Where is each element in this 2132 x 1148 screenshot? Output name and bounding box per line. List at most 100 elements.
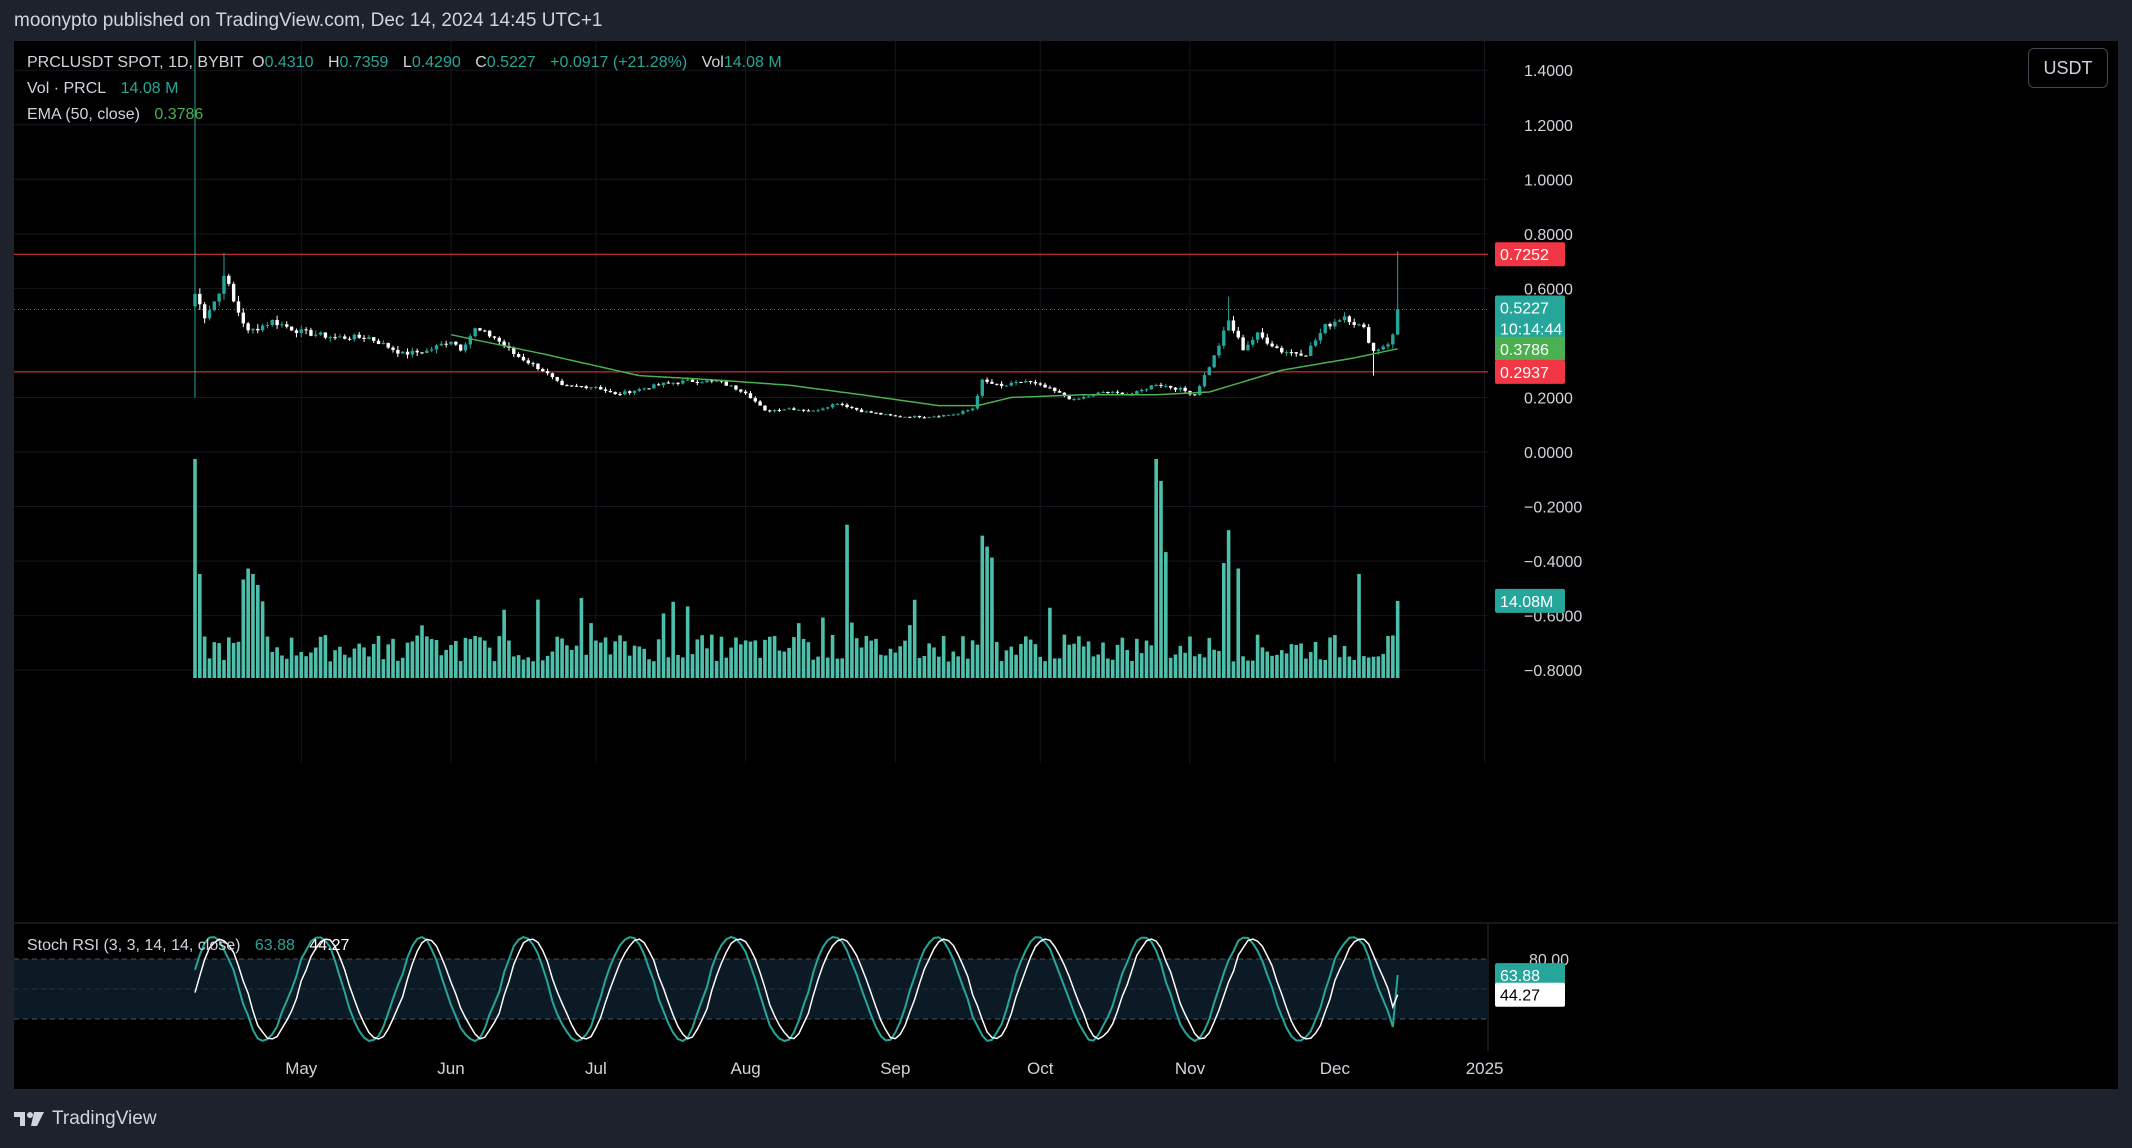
volume-group <box>193 459 1400 678</box>
candle-body <box>883 414 888 416</box>
candle-body <box>864 411 869 413</box>
volume-bar <box>1115 644 1120 678</box>
volume-bar <box>734 637 738 678</box>
volume-bar <box>579 597 584 678</box>
candle-body <box>1275 346 1279 348</box>
candle-body <box>420 352 424 354</box>
candle-body <box>656 384 661 386</box>
candle-body <box>516 354 521 357</box>
candle-body <box>1241 337 1245 351</box>
candle-body <box>623 391 627 395</box>
volume-bar <box>521 659 526 678</box>
candle-body <box>1265 337 1269 344</box>
time-axis-label: Sep <box>880 1059 910 1078</box>
volume-bar <box>685 606 690 678</box>
candle-body <box>343 336 347 339</box>
volume-bar <box>1197 653 1202 678</box>
volume-bar <box>859 647 864 678</box>
volume-badge: 14.08M <box>1495 588 1565 613</box>
volume-bar <box>1028 639 1033 678</box>
candle-body <box>642 388 646 390</box>
volume-bar <box>714 661 719 678</box>
volume-bar <box>821 617 825 678</box>
candle-body <box>724 381 728 386</box>
candle-body <box>1202 375 1207 387</box>
legend-symbol[interactable]: PRCLUSDT SPOT, 1D, BYBIT <box>27 54 244 71</box>
volume-bar <box>690 654 695 678</box>
volume-bar <box>1395 600 1400 678</box>
volume-bar <box>642 648 646 678</box>
candle-body <box>661 382 666 386</box>
candle-body <box>1391 334 1395 345</box>
stoch-k-value: 63.88 <box>254 937 295 954</box>
legend-close-label: C <box>475 54 487 71</box>
volume-bar <box>700 635 704 678</box>
resistance-badge-lower: 0.2937 <box>1495 359 1565 384</box>
candle-body <box>497 337 501 342</box>
volume-bar <box>333 650 337 678</box>
candle-body <box>801 409 806 411</box>
time-axis-label: May <box>285 1059 318 1078</box>
volume-bar <box>1038 656 1043 678</box>
price-chart-svg[interactable]: 1.4000 1.2000 1.0000 0.8000 0.6000 0.2000 0.00… <box>14 41 2118 1089</box>
candle-body <box>1366 327 1371 343</box>
volume-bar <box>912 599 917 678</box>
volume-bar <box>1033 644 1038 678</box>
volume-bar <box>396 660 400 678</box>
candle-body <box>1183 387 1187 392</box>
volume-bar <box>956 656 960 678</box>
candle-body <box>1178 387 1183 390</box>
volume-indicator-label: Vol · PRCL <box>27 80 107 97</box>
volume-bar <box>255 584 260 678</box>
volume-bar <box>217 643 221 678</box>
volume-bar <box>1081 646 1086 678</box>
candle-body <box>743 391 748 394</box>
candle-body <box>425 350 429 353</box>
volume-bar <box>603 637 608 678</box>
volume-bar <box>236 641 241 678</box>
volume-bar <box>825 657 830 678</box>
volume-bar <box>1004 650 1009 678</box>
volume-bar <box>555 636 560 678</box>
volume-bar <box>545 655 550 678</box>
volume-bar <box>352 648 357 678</box>
resistance-badge-lower-text: 0.2937 <box>1500 365 1549 382</box>
volume-bar <box>946 661 951 678</box>
volume-bar <box>763 639 767 678</box>
volume-bar <box>222 659 226 678</box>
candle-body <box>1347 316 1352 323</box>
volume-bar <box>710 634 714 678</box>
currency-button[interactable]: USDT <box>2028 48 2108 88</box>
candle-body <box>1328 324 1332 327</box>
volume-bar <box>637 646 642 678</box>
candle-body <box>975 395 980 409</box>
volume-bar <box>420 625 424 678</box>
candle-body <box>874 412 878 414</box>
volume-bar <box>1072 643 1076 678</box>
volume-bar <box>347 657 352 678</box>
legend-ema[interactable]: EMA (50, close) 0.3786 <box>27 106 207 124</box>
price-axis-label: 1.0000 <box>1524 172 1573 189</box>
volume-bar <box>1159 480 1163 678</box>
volume-bar <box>676 654 680 678</box>
volume-bar <box>1279 650 1284 678</box>
candle-body <box>888 414 893 416</box>
volume-bar <box>362 647 366 678</box>
volume-bar <box>782 651 787 678</box>
legend-stoch-rsi[interactable]: Stoch RSI (3, 3, 14, 14, close) 63.88 44… <box>27 937 353 955</box>
chart-area[interactable]: 1.4000 1.2000 1.0000 0.8000 0.6000 0.2000 0.00… <box>14 41 2118 1089</box>
volume-bar <box>1154 459 1158 678</box>
legend-volume[interactable]: Vol · PRCL 14.08 M <box>27 80 182 98</box>
candle-body <box>294 330 299 333</box>
volume-bar <box>1139 653 1144 678</box>
candle-body <box>1342 316 1347 321</box>
candle-body <box>879 412 883 415</box>
volume-bar <box>772 636 777 678</box>
candle-body <box>1139 389 1144 392</box>
candle-body <box>821 408 825 411</box>
candle-body <box>1111 391 1115 393</box>
legend-low-label: L <box>402 54 412 71</box>
candle-body <box>1304 355 1308 357</box>
candle-body <box>396 349 400 354</box>
